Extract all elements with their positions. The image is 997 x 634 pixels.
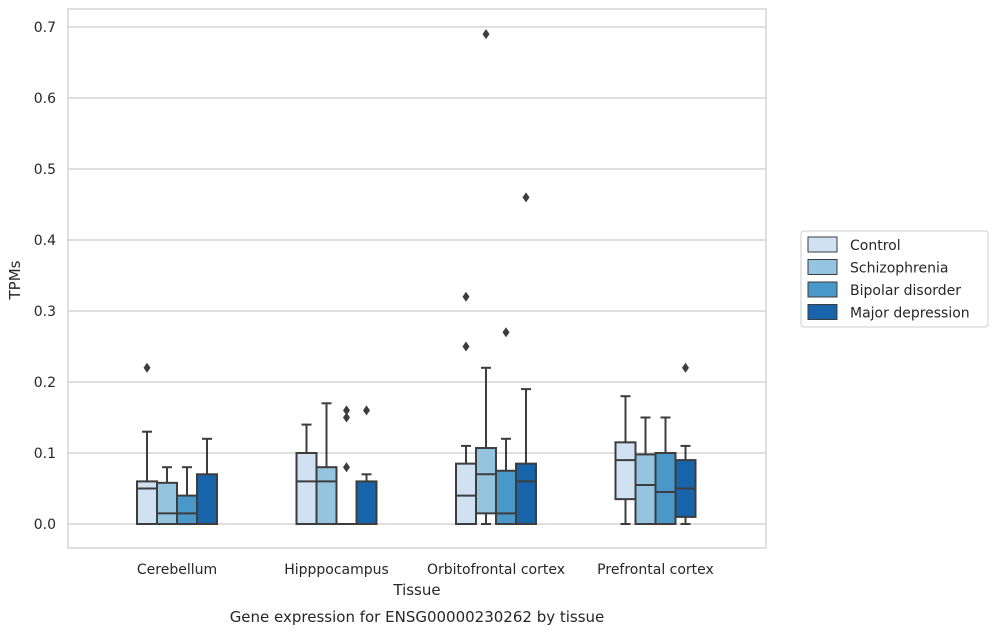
box-iqr <box>196 473 218 525</box>
box-bipolar-disorder <box>176 466 198 526</box>
box-iqr <box>295 452 318 525</box>
outlier-point <box>462 341 470 352</box>
box-iqr <box>475 447 497 515</box>
box-bipolar-disorder <box>495 327 517 525</box>
box-major-depression <box>674 362 697 525</box>
legend-label: Bipolar disorder <box>850 283 961 299</box>
box-control <box>614 395 637 525</box>
box-iqr <box>515 462 537 525</box>
box-iqr <box>495 469 517 525</box>
x-tick-label: Prefrontal cortex <box>597 562 714 578</box>
legend-swatch <box>807 259 838 275</box>
box-major-depression <box>355 405 378 525</box>
outlier-point <box>522 192 530 203</box>
outlier-point <box>502 327 510 338</box>
box-iqr <box>455 462 477 525</box>
outlier-point <box>343 405 350 416</box>
box-groups <box>136 29 697 526</box>
legend-label: Major depression <box>850 306 970 322</box>
outlier-point <box>363 405 370 416</box>
y-tick-labels: 0.0 0.1 0.2 0.3 0.4 0.5 0.6 0.7 <box>34 20 56 533</box>
legend-label: Control <box>850 238 901 254</box>
outlier-point <box>482 29 490 40</box>
outlier-point <box>143 362 151 373</box>
y-tick-label: 0.6 <box>34 91 56 107</box>
box-major-depression <box>515 192 537 525</box>
y-tick-label: 0.3 <box>34 304 56 320</box>
x-axis-title: Tissue <box>392 581 440 599</box>
box-iqr <box>614 441 637 501</box>
box-iqr <box>176 494 198 526</box>
y-tick-label: 0.7 <box>34 20 56 36</box>
box-iqr <box>315 466 338 526</box>
box-schizophrenia <box>315 402 338 526</box>
box-major-depression <box>196 437 218 525</box>
outlier-point <box>682 362 689 373</box>
outlier-point <box>462 291 470 302</box>
box-iqr <box>634 453 657 526</box>
y-tick-label: 0.1 <box>34 446 56 462</box>
outlier-point <box>343 412 350 423</box>
legend-swatch <box>807 281 838 298</box>
y-tick-label: 0.5 <box>34 162 56 178</box>
y-tick-label: 0.2 <box>34 375 56 391</box>
box-iqr <box>156 481 178 526</box>
y-axis-title: TPMs <box>6 260 24 300</box>
y-tick-label: 0.4 <box>34 233 56 249</box>
box-bipolar-disorder <box>336 405 357 525</box>
legend: Control Schizophrenia Bipolar disorder Majo… <box>800 230 989 328</box>
x-tick-label: Cerebellum <box>137 562 217 578</box>
legend-swatch <box>807 236 838 253</box>
outlier-point <box>343 462 350 473</box>
x-tick-labels: Cerebellum Hipppocampus Orbitofrontal cort… <box>137 562 714 578</box>
box-iqr <box>654 452 677 525</box>
box-schizophrenia <box>475 29 497 525</box>
box-iqr <box>355 480 378 525</box>
legend-frame <box>800 230 989 328</box>
y-tick-label: 0.0 <box>34 517 56 533</box>
legend-swatch <box>807 304 838 320</box>
x-tick-label: Orbitofrontal cortex <box>427 562 565 578</box>
x-tick-label: Hipppocampus <box>284 562 389 578</box>
chart-caption: Gene expression for ENSG00000230262 by t… <box>230 608 605 626</box>
legend-label: Schizophrenia <box>850 261 948 277</box>
